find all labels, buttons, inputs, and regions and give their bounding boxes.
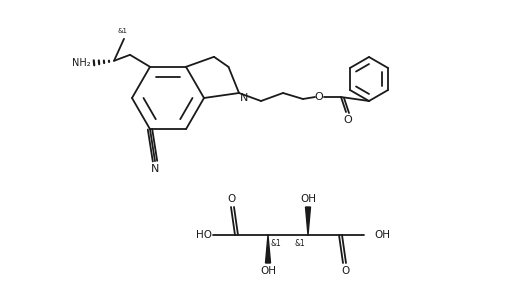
Text: &1: &1 bbox=[117, 28, 127, 34]
Text: N: N bbox=[151, 164, 159, 174]
Text: HO: HO bbox=[196, 230, 212, 240]
Text: O: O bbox=[344, 115, 352, 125]
Text: NH₂: NH₂ bbox=[72, 58, 90, 68]
Text: OH: OH bbox=[374, 230, 390, 240]
Text: O: O bbox=[228, 194, 236, 204]
Polygon shape bbox=[266, 235, 270, 263]
Text: O: O bbox=[342, 266, 350, 276]
Text: O: O bbox=[315, 92, 323, 102]
Text: OH: OH bbox=[260, 266, 276, 276]
Text: &1: &1 bbox=[294, 240, 305, 249]
Text: &1: &1 bbox=[271, 240, 282, 249]
Text: OH: OH bbox=[300, 194, 316, 204]
Polygon shape bbox=[306, 207, 310, 235]
Text: N: N bbox=[240, 93, 248, 103]
